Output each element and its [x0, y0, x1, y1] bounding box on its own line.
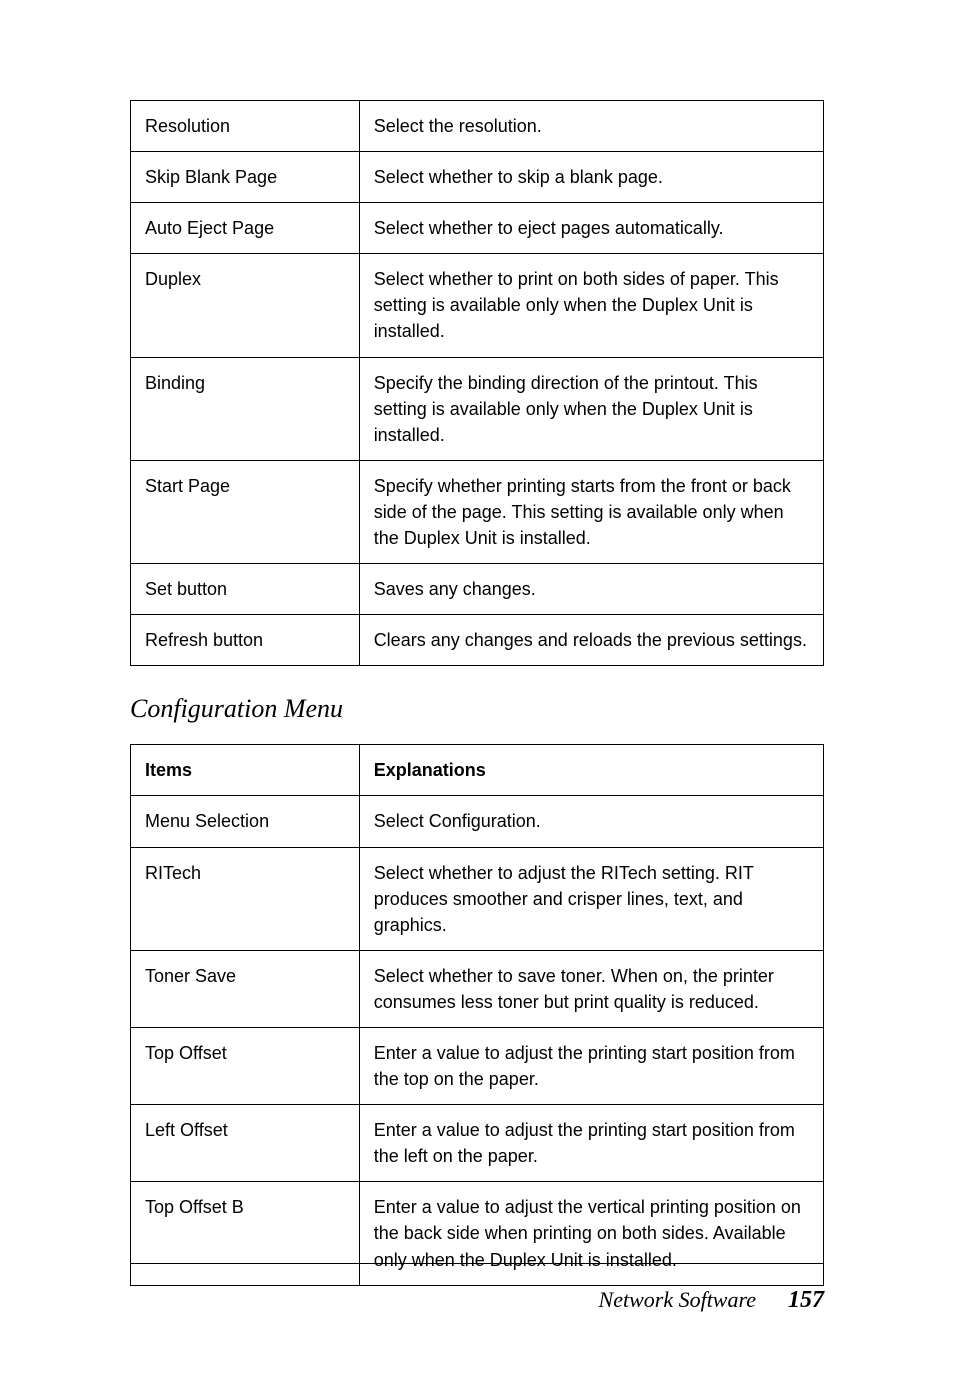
- table-row: Auto Eject Page Select whether to eject …: [131, 203, 824, 254]
- cell-item: Resolution: [131, 101, 360, 152]
- cell-item: Binding: [131, 357, 360, 460]
- table-row: Skip Blank Page Select whether to skip a…: [131, 152, 824, 203]
- cell-expl: Enter a value to adjust the vertical pri…: [359, 1182, 823, 1285]
- table-row: RITech Select whether to adjust the RITe…: [131, 847, 824, 950]
- cell-item: Top Offset: [131, 1027, 360, 1104]
- table-row: Menu Selection Select Configuration.: [131, 796, 824, 847]
- cell-item: RITech: [131, 847, 360, 950]
- footer-page-number: 157: [788, 1287, 824, 1313]
- page-footer: Network Software 157: [130, 1287, 824, 1314]
- table-row: Resolution Select the resolution.: [131, 101, 824, 152]
- header-explanations: Explanations: [359, 745, 823, 796]
- cell-expl: Select whether to print on both sides of…: [359, 254, 823, 357]
- table-row: Top Offset B Enter a value to adjust the…: [131, 1182, 824, 1285]
- cell-item: Duplex: [131, 254, 360, 357]
- cell-expl: Select whether to skip a blank page.: [359, 152, 823, 203]
- table-row: Left Offset Enter a value to adjust the …: [131, 1105, 824, 1182]
- cell-item: Skip Blank Page: [131, 152, 360, 203]
- cell-expl: Select whether to eject pages automatica…: [359, 203, 823, 254]
- cell-item: Menu Selection: [131, 796, 360, 847]
- table-header-row: Items Explanations: [131, 745, 824, 796]
- cell-expl: Specify whether printing starts from the…: [359, 460, 823, 563]
- table-row: Start Page Specify whether printing star…: [131, 460, 824, 563]
- table-row: Duplex Select whether to print on both s…: [131, 254, 824, 357]
- cell-item: Refresh button: [131, 615, 360, 666]
- cell-expl: Select Configuration.: [359, 796, 823, 847]
- settings-table-2: Items Explanations Menu Selection Select…: [130, 744, 824, 1285]
- cell-expl: Specify the binding direction of the pri…: [359, 357, 823, 460]
- cell-item: Left Offset: [131, 1105, 360, 1182]
- cell-expl: Select whether to save toner. When on, t…: [359, 950, 823, 1027]
- document-page: Resolution Select the resolution. Skip B…: [0, 0, 954, 1374]
- table-row: Binding Specify the binding direction of…: [131, 357, 824, 460]
- cell-item: Top Offset B: [131, 1182, 360, 1285]
- header-items: Items: [131, 745, 360, 796]
- table-row: Top Offset Enter a value to adjust the p…: [131, 1027, 824, 1104]
- cell-expl: Enter a value to adjust the printing sta…: [359, 1105, 823, 1182]
- cell-expl: Clears any changes and reloads the previ…: [359, 615, 823, 666]
- cell-item: Auto Eject Page: [131, 203, 360, 254]
- cell-expl: Enter a value to adjust the printing sta…: [359, 1027, 823, 1104]
- footer-rule: [130, 1263, 824, 1264]
- cell-expl: Saves any changes.: [359, 564, 823, 615]
- cell-item: Set button: [131, 564, 360, 615]
- settings-table-1: Resolution Select the resolution. Skip B…: [130, 100, 824, 666]
- cell-expl: Select whether to adjust the RITech sett…: [359, 847, 823, 950]
- cell-expl: Select the resolution.: [359, 101, 823, 152]
- cell-item: Start Page: [131, 460, 360, 563]
- table-row: Refresh button Clears any changes and re…: [131, 615, 824, 666]
- cell-item: Toner Save: [131, 950, 360, 1027]
- table-row: Set button Saves any changes.: [131, 564, 824, 615]
- section-heading: Configuration Menu: [130, 694, 824, 724]
- footer-title: Network Software: [599, 1287, 756, 1312]
- table-row: Toner Save Select whether to save toner.…: [131, 950, 824, 1027]
